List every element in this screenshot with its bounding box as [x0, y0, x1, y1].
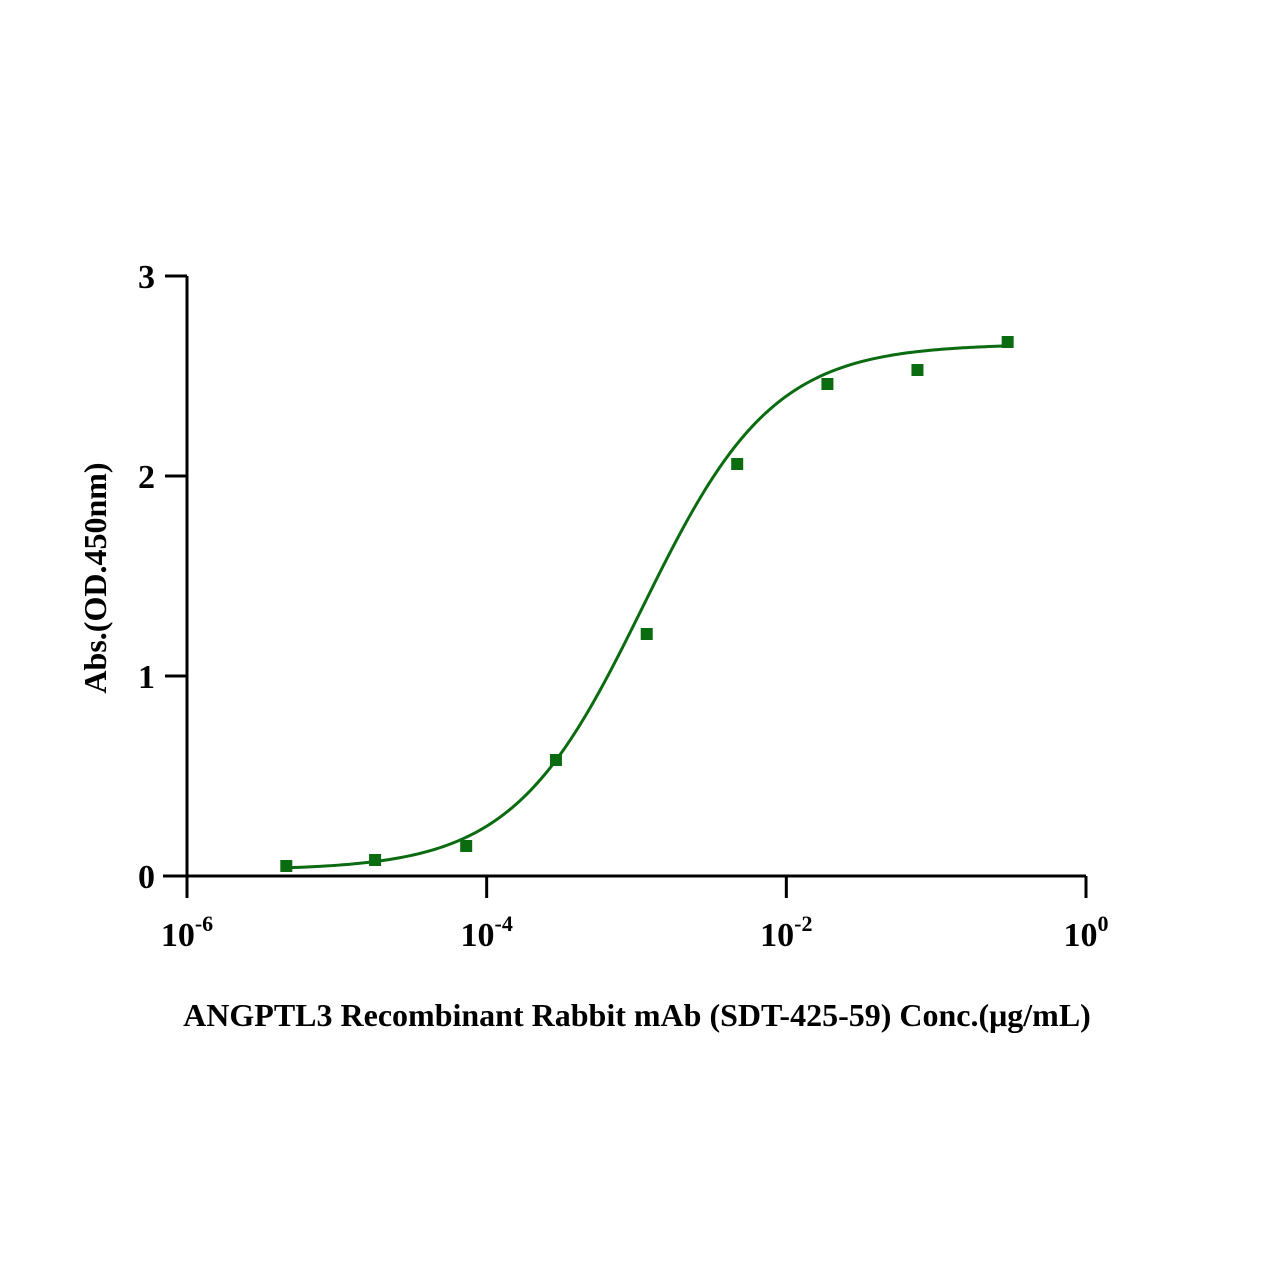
data-point: [549, 754, 562, 766]
y-axis-label: Abs.(OD.450nm): [77, 462, 113, 693]
x-axis-label: ANGPTL3 Recombinant Rabbit mAb (SDT-425-…: [183, 997, 1091, 1033]
x-tick-base: 10: [461, 917, 495, 954]
y-tick-label: 0: [138, 859, 155, 896]
axes: [163, 276, 1086, 878]
data-point: [460, 840, 473, 852]
y-tick-label: 2: [138, 459, 155, 496]
x-tick-exponent: -6: [195, 911, 213, 936]
x-tick-exponent: -2: [794, 911, 812, 936]
y-tick-label: 1: [138, 659, 155, 696]
x-ticks: 10-6 10-4 10-2 100: [161, 876, 1109, 954]
x-tick-base: 10: [1064, 917, 1098, 954]
data-point: [280, 860, 293, 872]
data-point: [1001, 336, 1014, 348]
data-point: [821, 378, 834, 390]
x-tick-base: 10: [161, 917, 195, 954]
data-points: [280, 336, 1014, 872]
x-tick-label: 100: [1064, 911, 1109, 954]
x-tick-base: 10: [760, 917, 794, 954]
data-point: [731, 458, 744, 470]
data-point: [640, 628, 653, 640]
x-tick-label: 10-6: [161, 911, 213, 954]
y-tick-label: 3: [138, 259, 155, 296]
fit-curve: [283, 344, 1011, 870]
x-tick-label: 10-4: [461, 911, 513, 954]
data-point: [369, 854, 382, 866]
x-tick-label: 10-2: [760, 911, 812, 954]
y-ticks: 0 1 2 3: [138, 259, 187, 896]
data-point: [911, 364, 924, 376]
x-tick-exponent: 0: [1098, 911, 1109, 936]
x-tick-exponent: -4: [495, 911, 513, 936]
